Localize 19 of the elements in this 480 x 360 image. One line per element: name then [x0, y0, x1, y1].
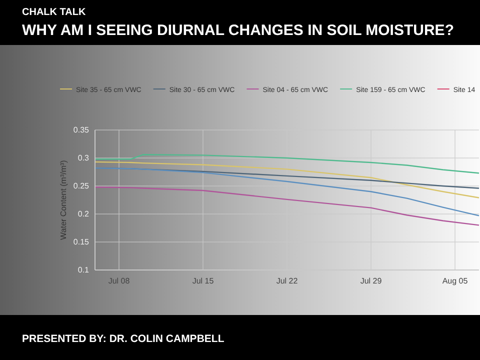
x-tick-label: Jul 15 — [192, 276, 214, 286]
line-series — [94, 161, 480, 198]
y-tick-label: 0.25 — [73, 182, 90, 191]
text: PRESENTED BY: DR. COLIN CAMPBELL — [22, 333, 225, 345]
y-tick-label: 0.1 — [78, 266, 90, 275]
y-axis-title: Water Content (m³/m³) — [59, 160, 68, 240]
x-tick-label: Aug 05 — [442, 276, 468, 286]
x-tick-label: Jul 29 — [360, 276, 382, 286]
y-tick-label: 0.2 — [78, 210, 90, 219]
y-tick-label: 0.35 — [73, 126, 90, 135]
x-tick-label: Jul 08 — [108, 276, 130, 286]
y-tick-label: 0.3 — [78, 154, 90, 163]
chart-title: WHY AM I SEEING DIURNAL CHANGES IN SOIL MOISTURE? — [22, 22, 454, 39]
line-series — [94, 154, 480, 174]
x-tick-label: Jul 22 — [276, 276, 298, 286]
line-series — [94, 186, 480, 226]
y-tick-label: 0.15 — [73, 238, 90, 247]
line-series — [94, 167, 480, 216]
chart-subtitle: CHALK TALK — [22, 7, 86, 18]
